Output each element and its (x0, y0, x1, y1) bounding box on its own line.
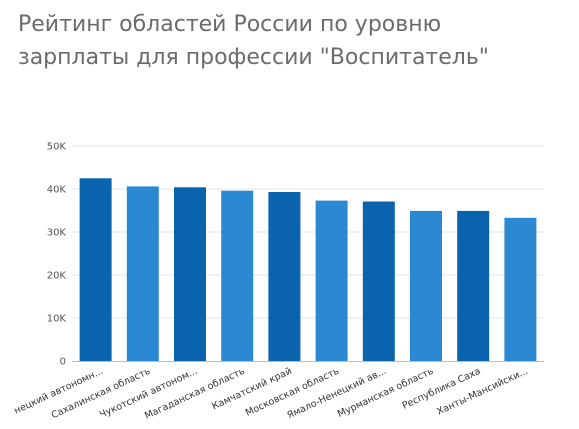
y-tick-label: 10K (47, 314, 67, 325)
x-tick-label: Ханты-Мансийски... (435, 366, 529, 418)
bar (362, 201, 395, 361)
bar (457, 210, 490, 361)
bar (126, 186, 159, 361)
y-tick-label: 40K (47, 185, 67, 196)
bar (315, 200, 348, 361)
y-tick-label: 0 (60, 357, 66, 368)
y-tick-label: 20K (47, 271, 67, 282)
chart-title: Рейтинг областей России по уровню зарпла… (18, 12, 489, 70)
bar (221, 190, 254, 361)
bar (174, 187, 206, 361)
bar (410, 210, 442, 361)
bar (79, 178, 112, 362)
bar (268, 192, 301, 361)
bar (504, 217, 537, 361)
y-tick-label: 30K (47, 228, 67, 239)
y-tick-label: 50K (47, 142, 67, 153)
